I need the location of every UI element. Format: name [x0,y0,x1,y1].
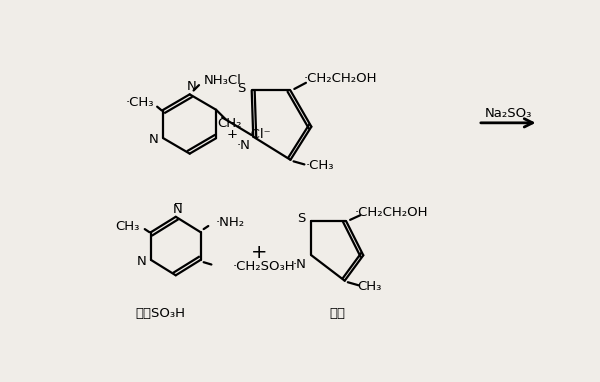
Text: 塞唑: 塞唑 [329,307,345,320]
Text: N̅: N̅ [172,202,182,215]
Text: S: S [297,212,305,225]
Text: +: + [251,243,268,262]
Text: N: N [137,255,146,268]
Text: ·NH₂: ·NH₂ [216,217,245,230]
Text: ·N: ·N [293,258,307,271]
Text: N: N [187,80,196,93]
Text: 嚂嚕SO₃H: 嚂嚕SO₃H [135,307,185,320]
Text: CH₃: CH₃ [358,280,382,293]
Text: ·N: ·N [236,139,250,152]
Text: CH₂: CH₂ [218,117,242,130]
Text: CH₃: CH₃ [116,220,140,233]
Text: ·CH₂CH₂OH: ·CH₂CH₂OH [304,73,377,86]
Text: S: S [237,83,245,96]
Text: ·CH₂SO₃H: ·CH₂SO₃H [233,259,296,273]
Text: N: N [149,133,159,146]
Text: ·CH₃: ·CH₃ [126,96,154,108]
Text: ·CH₂CH₂OH: ·CH₂CH₂OH [355,206,428,219]
Text: Na₂SO₃: Na₂SO₃ [485,107,532,120]
Text: NH₃Cl: NH₃Cl [203,74,242,87]
Text: ·CH₃: ·CH₃ [305,159,334,172]
Text: +  ·Cl⁻: + ·Cl⁻ [227,128,271,141]
